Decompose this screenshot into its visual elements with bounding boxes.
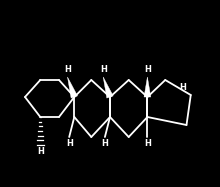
Text: H: H [144,140,151,148]
Polygon shape [103,77,113,98]
Text: H: H [64,65,71,74]
Text: H: H [66,140,73,148]
Text: H: H [37,148,44,157]
Text: H: H [144,65,151,74]
Polygon shape [144,77,151,97]
Text: H: H [100,65,107,74]
Text: H: H [180,84,187,93]
Polygon shape [68,77,77,98]
Text: H: H [101,140,108,148]
